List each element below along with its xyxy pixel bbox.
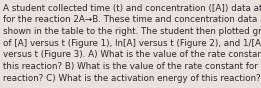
Text: for the reaction 2A→B. These time and concentration data are: for the reaction 2A→B. These time and co… [3, 15, 261, 24]
Text: of [A] versus t (Figure 1), ln[A] versus t (Figure 2), and 1/[A]: of [A] versus t (Figure 1), ln[A] versus… [3, 39, 261, 48]
Text: this reaction? B) What is the value of the rate constant for this: this reaction? B) What is the value of t… [3, 62, 261, 71]
Text: A student collected time (t) and concentration ([A]) data at 295 K: A student collected time (t) and concent… [3, 4, 261, 12]
Text: shown in the table to the right. The student then plotted graphs: shown in the table to the right. The stu… [3, 27, 261, 36]
Text: reaction? C) What is the activation energy of this reaction?: reaction? C) What is the activation ener… [3, 74, 261, 83]
Text: versus t (Figure 3). A) What is the value of the rate constant for: versus t (Figure 3). A) What is the valu… [3, 50, 261, 59]
